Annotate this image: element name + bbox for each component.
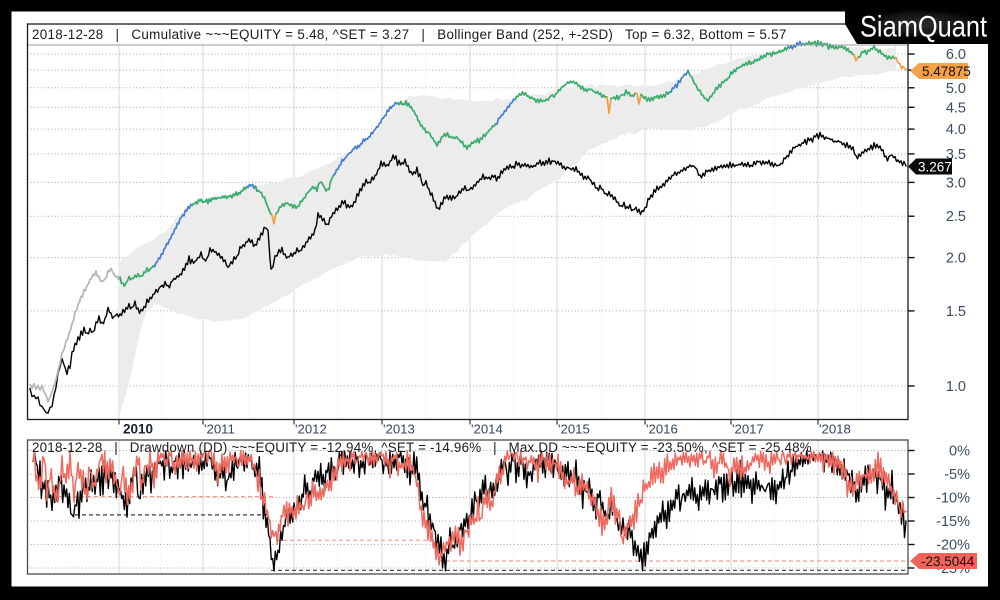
svg-text:2018-12-28 | Cumulative ~~: 2018-12-28 | Cumulative ~~~EQUITY = 5.48… [32,27,787,42]
svg-text:-15%: -15% [936,514,970,530]
svg-text:4.0: 4.0 [946,122,966,138]
svg-text:5.0: 5.0 [946,81,966,97]
svg-text:-10%: -10% [936,491,970,507]
svg-text:2.5: 2.5 [946,209,966,225]
svg-text:1.0: 1.0 [946,379,966,395]
svg-text:'2014: '2014 [471,422,503,437]
svg-text:0%: 0% [949,444,970,460]
svg-text:SiamQuant: SiamQuant [860,11,988,44]
svg-text:-23.5044: -23.5044 [921,554,975,569]
svg-text:4.5: 4.5 [946,100,966,116]
svg-text:5.47875: 5.47875 [922,64,971,79]
svg-text:6.0: 6.0 [946,47,966,63]
svg-text:2010: 2010 [123,422,153,437]
svg-text:-5%: -5% [944,467,970,483]
svg-text:-20%: -20% [936,538,970,554]
svg-text:'2015: '2015 [558,422,590,437]
svg-text:3.267: 3.267 [918,160,952,175]
svg-text:'2012: '2012 [295,422,327,437]
svg-text:'2016: '2016 [646,422,678,437]
svg-text:'2017: '2017 [732,422,764,437]
svg-text:'2013: '2013 [383,422,415,437]
svg-text:2018-12-28 | Drawdown (DD): 2018-12-28 | Drawdown (DD) ~~~EQUITY = -… [32,440,812,455]
svg-text:'2018: '2018 [819,422,851,437]
svg-text:3.0: 3.0 [946,175,966,191]
svg-text:1.5: 1.5 [946,304,966,320]
svg-text:'2011: '2011 [204,422,235,437]
svg-text:2.0: 2.0 [946,251,966,267]
